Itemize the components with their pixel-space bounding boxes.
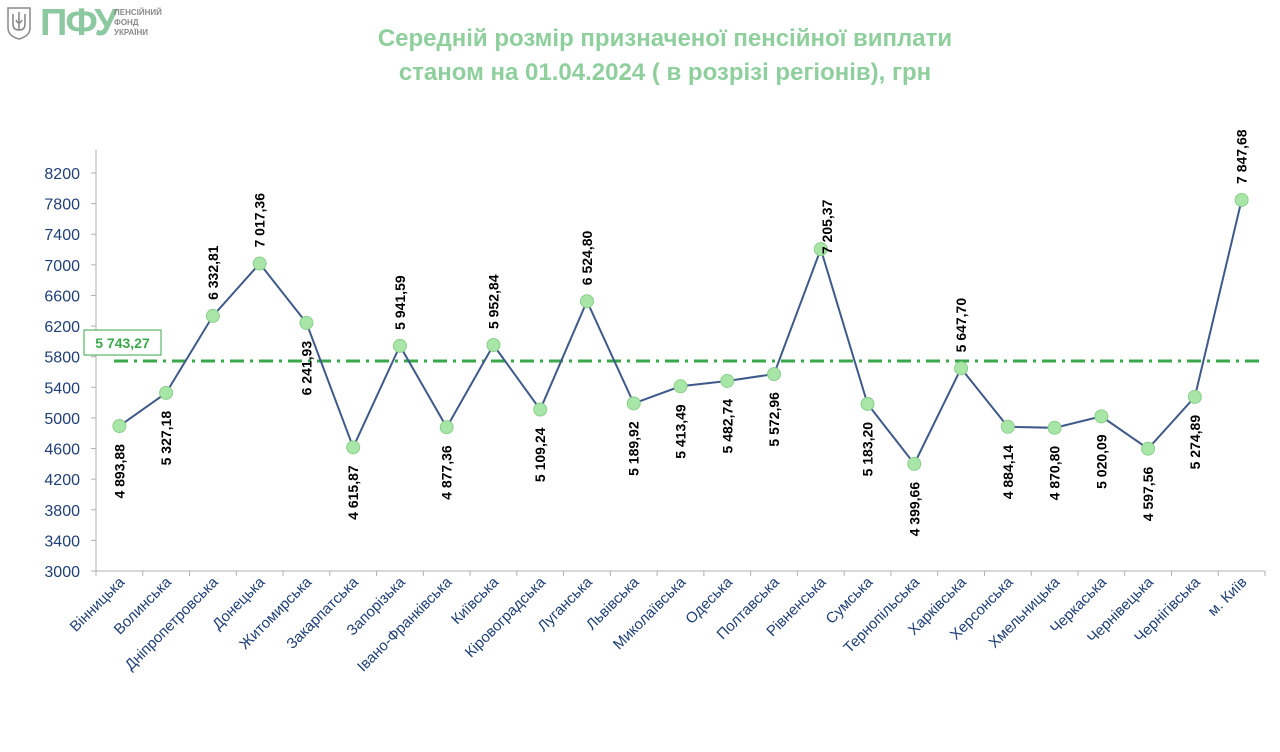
chart-title-line-2: станом на 01.04.2024 ( в розрізі регіоні…: [398, 59, 932, 86]
data-label: 4 870,80: [1047, 446, 1063, 501]
y-tick-label: 8200: [44, 166, 80, 183]
data-label: 5 941,59: [392, 275, 408, 330]
y-tick-label: 7000: [44, 258, 80, 275]
average-label-box: [83, 329, 162, 356]
data-label: 5 183,20: [860, 422, 876, 477]
y-tick-label: 4200: [44, 472, 80, 489]
data-point: [579, 294, 594, 309]
data-point: [626, 396, 641, 411]
data-point: [533, 402, 548, 417]
y-tick-label: 3000: [44, 564, 80, 581]
x-category-label: Кіровоградська: [462, 573, 550, 661]
y-tick-label: 4600: [44, 442, 80, 459]
data-point: [205, 308, 220, 323]
data-label: 6 241,93: [298, 341, 314, 396]
data-label: 5 327,18: [158, 411, 174, 466]
data-point: [486, 337, 501, 352]
y-tick-label: 7800: [44, 197, 80, 214]
data-point: [673, 379, 688, 394]
data-point: [1047, 420, 1062, 435]
logo-wordmark: ПФУ: [40, 2, 118, 44]
x-category-label: м. Київ: [1205, 574, 1251, 620]
data-point: [346, 440, 361, 455]
data-label: 5 413,49: [673, 404, 689, 459]
data-point: [767, 367, 782, 382]
data-label: 5 572,96: [766, 392, 782, 447]
data-label: 5 482,74: [719, 399, 735, 454]
y-tick-label: 3800: [44, 503, 80, 520]
data-label: 6 332,81: [205, 245, 221, 300]
data-point: [954, 361, 969, 376]
pfu-logo: ПФУ ПЕНСІЙНИЙ ФОНД УКРАЇНИ: [6, 2, 176, 44]
data-point: [112, 419, 127, 434]
data-point: [1094, 409, 1109, 424]
data-point: [439, 420, 454, 435]
data-label: 5 109,24: [532, 427, 548, 482]
data-point: [1000, 419, 1015, 434]
data-label: 4 597,56: [1140, 467, 1156, 522]
data-label: 5 274,89: [1187, 415, 1203, 470]
data-label: 4 884,14: [1000, 445, 1016, 500]
data-point: [720, 373, 735, 388]
y-tick-label: 3400: [44, 533, 80, 550]
data-point: [299, 315, 314, 330]
data-label: 5 952,84: [485, 274, 501, 329]
data-point: [860, 396, 875, 411]
data-label: 4 615,87: [345, 465, 361, 520]
data-label: 6 524,80: [579, 231, 595, 286]
data-label: 4 877,36: [439, 445, 455, 500]
average-label: 5 743,27: [95, 335, 150, 351]
data-label: 5 020,09: [1093, 434, 1109, 489]
data-point: [159, 385, 174, 400]
data-label: 7 205,37: [819, 199, 835, 254]
chart-title: Середній розмір призначеної пенсійної ви…: [0, 22, 1280, 90]
chart-title-line-1: Середній розмір призначеної пенсійної ви…: [377, 25, 953, 52]
y-tick-label: 7400: [44, 227, 80, 244]
y-tick-label: 6600: [44, 288, 80, 305]
data-point: [1187, 389, 1202, 404]
data-label: 7 847,68: [1234, 129, 1250, 184]
data-point: [1234, 192, 1249, 207]
data-point: [907, 456, 922, 471]
data-point: [252, 256, 267, 271]
data-label: 4 893,88: [111, 444, 127, 499]
y-tick-label: 5000: [44, 411, 80, 428]
data-point: [813, 242, 828, 257]
y-tick-label: 5800: [44, 350, 80, 367]
y-tick-label: 6200: [44, 319, 80, 336]
data-label: 5 189,92: [626, 421, 642, 476]
data-label: 4 399,66: [906, 482, 922, 537]
trident-emblem-icon: [7, 7, 31, 40]
data-label: 5 647,70: [953, 298, 969, 353]
y-tick-label: 5400: [44, 380, 80, 397]
data-label: 7 017,36: [252, 193, 268, 248]
data-point: [1141, 441, 1156, 456]
logo-subtitle: ПЕНСІЙНИЙ ФОНД УКРАЇНИ: [114, 8, 162, 37]
data-point: [392, 338, 407, 353]
